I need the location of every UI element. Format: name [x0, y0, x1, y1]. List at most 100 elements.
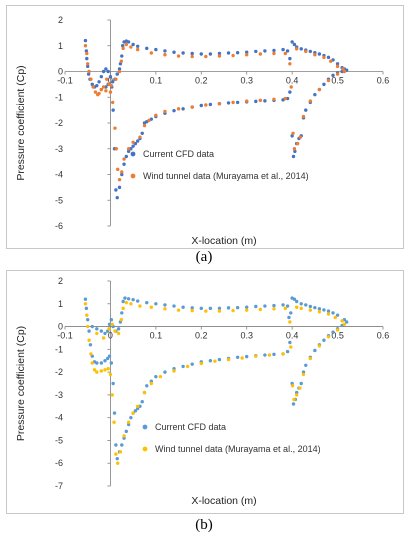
data-point: [304, 363, 308, 367]
x-tick-label: 0.4: [286, 331, 299, 341]
data-point: [109, 361, 114, 365]
data-point: [291, 131, 295, 135]
data-point: [120, 172, 124, 177]
data-point: [87, 69, 91, 74]
data-point: [235, 100, 240, 105]
data-point: [308, 356, 313, 361]
data-point: [289, 345, 293, 349]
y-tick-label: 0: [58, 322, 63, 332]
y-tick-label: 2: [58, 276, 63, 286]
data-point: [124, 300, 129, 305]
data-point: [258, 98, 263, 103]
data-point: [295, 141, 300, 146]
data-point: [131, 42, 135, 47]
data-point: [288, 340, 292, 345]
data-point: [288, 56, 292, 61]
data-point: [298, 386, 302, 390]
data-point: [245, 308, 249, 312]
data-point: [181, 305, 185, 309]
y-tick-label: -4: [55, 170, 63, 180]
data-point: [124, 429, 129, 434]
data-point: [199, 306, 203, 311]
data-point: [172, 369, 176, 373]
data-point: [291, 154, 296, 159]
data-point: [322, 338, 326, 342]
data-point: [333, 315, 337, 320]
data-point: [131, 140, 135, 145]
data-point: [226, 101, 231, 105]
data-point: [90, 361, 94, 365]
data-point: [138, 304, 142, 308]
data-point: [109, 83, 114, 88]
data-point: [111, 108, 115, 112]
data-point: [217, 309, 222, 313]
data-point: [287, 315, 291, 320]
data-point: [308, 99, 313, 103]
data-point: [290, 296, 294, 300]
legend-marker: [142, 424, 148, 430]
data-point: [105, 77, 109, 81]
series-cfd: [83, 38, 349, 200]
data-point: [124, 154, 129, 159]
data-point: [317, 344, 322, 348]
data-point: [254, 304, 258, 309]
data-point: [335, 328, 340, 332]
data-point: [120, 54, 124, 58]
data-point: [118, 450, 123, 454]
data-point: [87, 329, 91, 333]
chart-a-root: -0.1 0 0.1 0.2 0.3 0.4 0.5 0.6210-1-2-3-4-5-6X-…: [15, 15, 389, 247]
data-point: [138, 135, 142, 139]
data-point: [85, 313, 89, 317]
data-point: [99, 361, 104, 365]
data-point: [301, 372, 306, 377]
y-tick-label: -1: [55, 92, 63, 102]
data-point: [217, 51, 222, 56]
data-point: [93, 90, 98, 94]
data-point: [108, 372, 113, 377]
data-point: [294, 299, 299, 304]
data-point: [84, 306, 89, 311]
y-tick-label: -4: [55, 413, 63, 423]
data-point: [89, 77, 93, 81]
x-tick-label: 0.2: [195, 76, 208, 86]
data-point: [281, 47, 285, 52]
data-point: [245, 53, 249, 57]
data-point: [190, 308, 194, 313]
data-point: [117, 177, 122, 182]
scatter-chart-b: -0.1 0 0.1 0.2 0.3 0.4 0.5 0.6210-1-2-3-4-5-6-7…: [15, 276, 389, 507]
data-point: [294, 393, 299, 397]
data-point: [267, 353, 272, 357]
data-point: [126, 297, 131, 301]
data-point: [199, 361, 203, 366]
data-point: [285, 49, 290, 53]
data-point: [122, 40, 126, 44]
data-point: [135, 404, 140, 408]
data-point: [84, 49, 89, 53]
data-point: [122, 162, 126, 166]
data-point: [129, 45, 133, 49]
data-point: [299, 47, 303, 51]
caption-a: (a): [195, 249, 213, 265]
data-point: [99, 74, 104, 79]
data-point: [121, 306, 125, 311]
data-point: [91, 85, 95, 89]
data-point: [190, 306, 194, 310]
data-point: [106, 366, 110, 371]
data-point: [235, 305, 240, 310]
data-point: [299, 381, 303, 386]
data-point: [142, 123, 147, 128]
data-point: [285, 349, 290, 354]
data-point: [163, 370, 167, 374]
legend-marker: [130, 151, 136, 157]
data-point: [181, 107, 185, 111]
data-point: [288, 320, 292, 324]
data-point: [106, 356, 110, 361]
data-point: [317, 52, 322, 56]
data-point: [118, 62, 123, 66]
data-point: [126, 147, 131, 151]
data-point: [154, 374, 158, 379]
data-point: [104, 67, 108, 71]
data-point: [103, 368, 107, 372]
x-axis-title: X-location (m): [191, 495, 256, 507]
y-tick-label: -7: [55, 481, 63, 491]
